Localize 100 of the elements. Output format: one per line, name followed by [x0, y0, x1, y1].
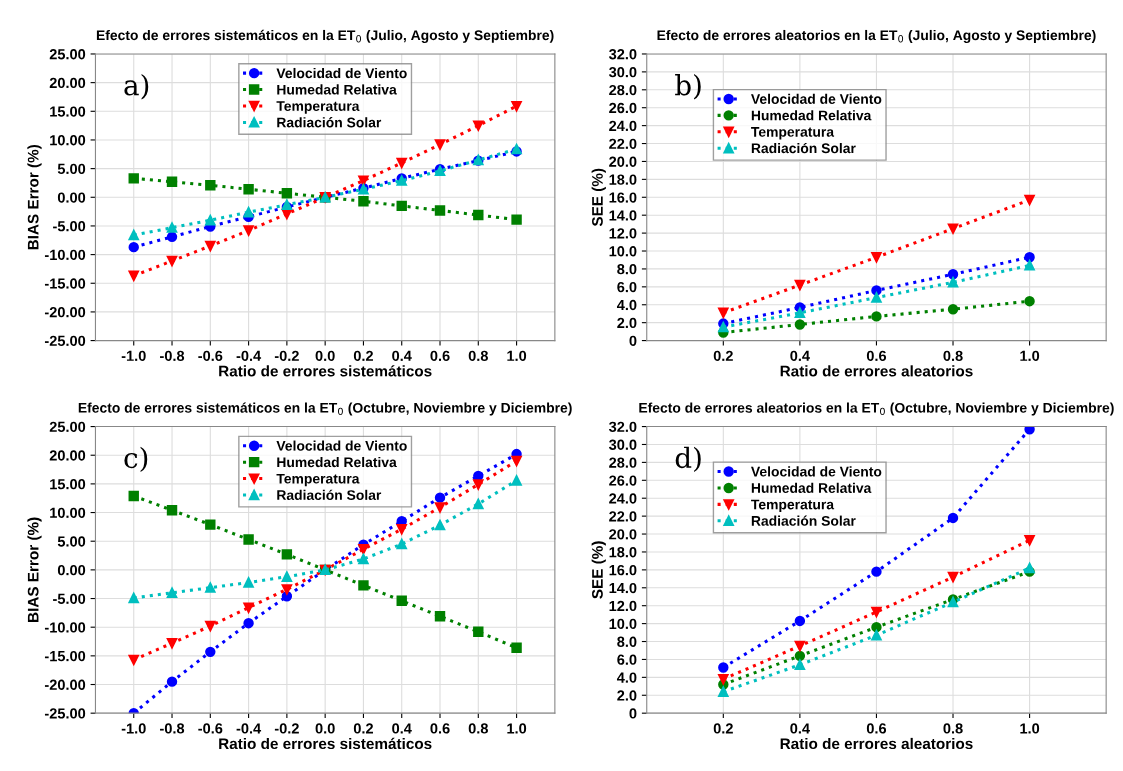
y-tick-label: 0 [629, 335, 637, 347]
legend-label: Velocidad de Viento [751, 93, 882, 104]
x-tick-label: 0.8 [943, 350, 963, 362]
y-tick-label: -20.00 [44, 307, 86, 318]
y-tick-label: 6.0 [617, 281, 637, 293]
y-tick-label: -10.00 [44, 249, 86, 261]
y-tick-label: 20.0 [609, 529, 637, 540]
x-tick-label: 0.4 [392, 350, 412, 362]
x-tick-label: 0.2 [353, 723, 373, 734]
x-tick-label: 0.8 [468, 350, 488, 362]
y-tick-label: 24.0 [609, 120, 637, 132]
y-tick-label: -25.00 [44, 335, 86, 347]
chart-title: Efecto de errores sistemáticos en la ET$_{0}$ (Octubre, Noviembre y Diciembre) [78, 402, 572, 416]
x-tick-label: 1.0 [507, 723, 527, 734]
annotation: b) [675, 74, 701, 100]
y-tick-label: 28.0 [609, 84, 637, 96]
x-tick-label: -0.8 [160, 723, 185, 734]
y-tick-label: 32.0 [608, 421, 637, 433]
annotation: c) [124, 446, 148, 473]
x-tick-label: 0.8 [468, 723, 488, 734]
y-tick-label: 25.00 [49, 421, 86, 432]
x-tick-label: -0.2 [274, 350, 299, 362]
y-tick-label: 30.0 [608, 439, 637, 450]
y-tick-label: 14.0 [609, 210, 637, 221]
x-axis-title: Ratio de errores sistemáticos [219, 737, 432, 750]
y-tick-label: -20.00 [44, 679, 86, 690]
x-tick-label: 1.0 [1020, 723, 1040, 734]
legend-label: Radiación Solar [277, 489, 382, 500]
y-tick-label: 4.0 [616, 299, 637, 311]
x-tick-label: -0.4 [236, 723, 262, 734]
y-tick-label: 10.0 [609, 618, 637, 630]
y-tick-label: 8.0 [617, 264, 637, 275]
x-tick-label: -0.4 [236, 350, 262, 362]
chart-title: Efecto de errores aleatorios en la ET$_{0}$ (Julio, Agosto y Septiembre) [657, 29, 1096, 43]
y-tick-label: 10.0 [609, 246, 637, 257]
y-tick-label: 26.0 [609, 102, 637, 114]
x-tick-label: 0.6 [430, 723, 450, 734]
legend-label: Temperatura [276, 101, 360, 114]
y-tick-label: 20.00 [49, 77, 86, 89]
legend-label: Radiación Solar [751, 515, 856, 526]
legend-label: Temperatura [751, 127, 835, 140]
legend-label: Velocidad de Viento [751, 466, 882, 477]
y-tick-label: 18.0 [609, 547, 637, 558]
x-tick-label: -0.8 [160, 350, 185, 362]
legend-label: Temperatura [276, 473, 360, 487]
y-tick-label: 28.0 [609, 457, 637, 468]
x-tick-label: -1.0 [121, 723, 146, 734]
legend-label: Radiación Solar [277, 117, 382, 128]
y-tick-label: 25.00 [49, 49, 86, 60]
x-tick-label: 0.4 [790, 723, 810, 734]
legend-label: Velocidad de Viento [276, 67, 407, 79]
x-tick-label: 0.4 [790, 350, 810, 362]
annotation: a) [124, 74, 149, 100]
y-tick-label: 15.00 [50, 478, 86, 490]
y-tick-label: 30.0 [608, 66, 637, 78]
x-tick-label: -1.0 [121, 350, 146, 362]
y-tick-label: 20.00 [49, 450, 86, 461]
legend-label: Humedad Relativa [277, 456, 397, 468]
x-tick-label: 0.4 [392, 723, 412, 734]
y-tick-label: 0.00 [57, 564, 86, 576]
y-tick-label: 8.0 [617, 636, 637, 647]
y-tick-label: 32.0 [608, 49, 637, 60]
legend-label: Humedad Relativa [751, 110, 872, 121]
x-tick-label: 0.0 [315, 723, 335, 734]
y-tick-label: -25.00 [44, 708, 86, 719]
y-tick-label: 18.0 [609, 174, 637, 185]
y-tick-label: 14.0 [609, 582, 637, 594]
y-tick-label: 26.0 [609, 475, 637, 486]
y-tick-label: 22.0 [609, 511, 637, 522]
x-axis-title: Ratio de errores aleatorios [780, 365, 973, 377]
y-tick-label: -15.00 [44, 650, 86, 662]
legend-label: Humedad Relativa [277, 84, 397, 95]
x-tick-label: 0.6 [866, 723, 887, 734]
y-tick-label: 5.00 [57, 163, 86, 175]
y-tick-label: 10.00 [50, 507, 86, 518]
x-axis-title: Ratio de errores aleatorios [780, 737, 973, 750]
y-axis-title: BIAS Error (%) [27, 517, 42, 622]
y-axis-title: SEE (%) [591, 168, 606, 227]
chart-title: Efecto de errores sistemáticos en la ET$_{0}$ (Julio, Agosto y Septiembre) [96, 29, 554, 43]
y-tick-label: -5.00 [53, 593, 86, 604]
y-tick-label: 24.0 [609, 493, 637, 504]
y-tick-label: 0 [629, 708, 637, 719]
y-tick-label: -5.00 [53, 221, 86, 232]
x-tick-label: 0.2 [713, 723, 733, 734]
annotation: d) [675, 446, 701, 473]
y-tick-label: 12.0 [609, 600, 637, 612]
y-tick-label: 12.0 [609, 228, 637, 239]
y-tick-label: -10.00 [44, 622, 86, 633]
y-tick-label: 2.0 [617, 317, 637, 329]
y-tick-label: 16.0 [609, 564, 637, 576]
y-tick-label: 15.00 [50, 106, 86, 117]
x-tick-label: 1.0 [1020, 350, 1040, 362]
y-tick-label: 10.00 [50, 135, 86, 146]
x-tick-label: 1.0 [507, 350, 527, 362]
y-tick-label: 0.00 [57, 192, 86, 203]
x-tick-label: -0.6 [198, 350, 223, 362]
x-tick-label: 0.6 [866, 350, 887, 362]
y-tick-label: 5.00 [57, 536, 86, 547]
x-tick-label: 0.8 [943, 723, 963, 734]
x-tick-label: 0.2 [713, 350, 733, 362]
